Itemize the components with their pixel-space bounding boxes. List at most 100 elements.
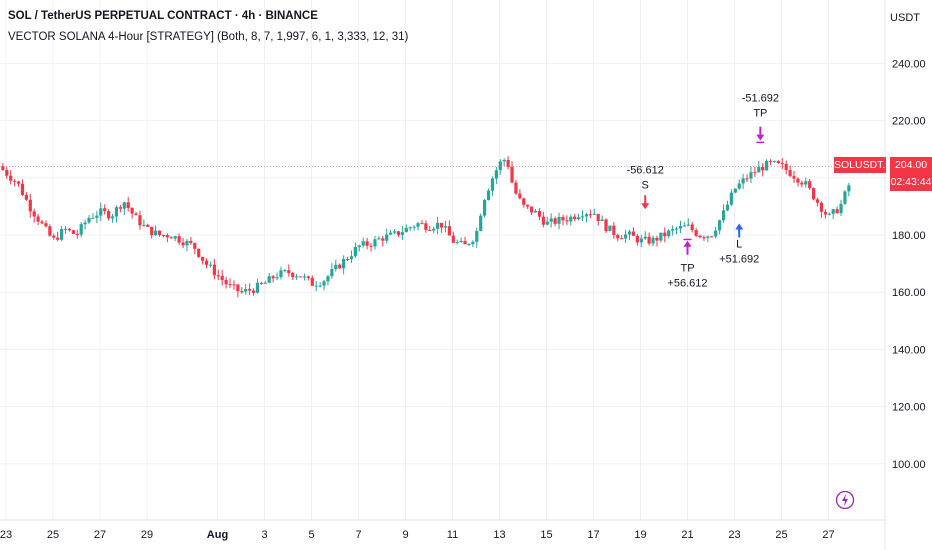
candle-body	[573, 216, 577, 220]
candle-body	[772, 161, 777, 163]
candle-body	[765, 160, 769, 171]
candle-body	[721, 210, 726, 221]
candle-body	[287, 270, 291, 274]
candle-body	[447, 226, 451, 236]
candle-body	[463, 241, 467, 245]
candle-body	[193, 243, 197, 249]
long-tp-arrow	[756, 126, 765, 141]
candle-body	[314, 285, 318, 287]
candle-body	[91, 217, 95, 219]
candle-body	[620, 238, 624, 240]
candle-body	[710, 236, 714, 238]
candle-body	[718, 220, 722, 231]
candle-body	[236, 284, 240, 292]
time-axis[interactable]: 23 25 27 29 Aug 3 5 7 9 11 13 15 17 19 21 23 25 27	[0, 529, 835, 541]
candle-body	[729, 192, 733, 205]
candle-body	[545, 221, 549, 225]
candle-body	[60, 229, 64, 240]
candle-body	[835, 209, 839, 214]
candle-body	[436, 222, 440, 229]
candle-body	[565, 220, 569, 222]
candle-body	[279, 270, 283, 278]
candle-body	[839, 203, 843, 214]
candle-body	[201, 256, 205, 261]
candle-body	[412, 226, 416, 228]
candle-body	[228, 284, 232, 286]
candle-body	[827, 213, 831, 215]
candle-body	[79, 224, 83, 235]
candle-body	[44, 223, 48, 227]
candle-body	[165, 235, 169, 238]
candle-body	[800, 182, 804, 185]
candle-body	[451, 235, 455, 243]
candle-body	[580, 216, 585, 218]
candle-body	[63, 228, 68, 230]
x-tick-label: 23	[728, 529, 740, 541]
candle-body	[369, 245, 373, 247]
candle-body	[99, 208, 103, 216]
candle-body	[181, 242, 185, 246]
candle-body	[749, 172, 753, 179]
candle-body	[690, 224, 694, 231]
long-entry-arrow	[735, 223, 744, 238]
currency-label[interactable]: USDT	[890, 12, 920, 24]
short-tp-pnl: +56.612	[667, 278, 707, 290]
candle-body	[432, 228, 436, 231]
candle-body	[40, 221, 44, 224]
candle-body	[353, 247, 357, 257]
short-entry-arrow	[641, 195, 650, 210]
short-entry-pnl: -56.612	[627, 164, 664, 176]
candle-body	[804, 181, 808, 185]
candle-body	[263, 282, 267, 284]
candle-body	[52, 235, 56, 238]
y-tick-label: 180.00	[892, 230, 926, 242]
candle-body	[267, 276, 271, 283]
price-axis[interactable]: 240.00220.00200.00180.00160.00140.00120.…	[892, 58, 926, 470]
candle-body	[780, 163, 784, 165]
y-tick-label: 100.00	[892, 459, 926, 471]
long-entry-pnl: +51.692	[719, 254, 759, 266]
candle-body	[404, 227, 408, 233]
candle-body	[338, 264, 342, 269]
x-tick-label: 23	[0, 529, 12, 541]
candle-body	[204, 260, 209, 265]
candle-body	[138, 215, 142, 226]
candle-body	[443, 226, 448, 228]
strategy-legend[interactable]: VECTOR SOLANA 4-Hour [STRATEGY] (Both, 8…	[8, 31, 409, 43]
candle-body	[185, 240, 189, 246]
x-tick-label: 29	[141, 529, 153, 541]
candle-body	[114, 207, 119, 217]
candle-body	[486, 190, 491, 200]
candle-body	[396, 231, 401, 235]
last-price-box: 204.00 02:43:44	[890, 157, 932, 191]
candle-body	[32, 211, 36, 217]
candle-body	[757, 167, 761, 173]
candle-body	[400, 232, 404, 235]
candle-body	[741, 178, 745, 184]
x-tick-label: 25	[47, 529, 59, 541]
lightning-icon[interactable]	[835, 490, 855, 510]
x-tick-label: Aug	[207, 529, 228, 541]
grid-lines	[0, 0, 885, 520]
candle-body	[349, 256, 354, 260]
candle-body	[275, 277, 279, 279]
candle-body	[5, 170, 9, 176]
candle-body	[604, 219, 608, 232]
candle-body	[831, 209, 835, 214]
x-tick-label: 17	[587, 529, 599, 541]
candle-body	[385, 234, 389, 241]
candle-body	[600, 219, 604, 221]
candle-body	[255, 282, 260, 293]
candle-body	[87, 217, 91, 223]
candle-body	[667, 230, 671, 237]
candle-body	[596, 213, 600, 221]
y-tick-label: 120.00	[892, 402, 926, 414]
candle-body	[424, 223, 428, 230]
candle-body	[592, 213, 596, 215]
candle-body	[490, 178, 495, 191]
candle-body	[553, 218, 557, 224]
candle-body	[815, 199, 820, 203]
candle-body	[24, 194, 28, 200]
candle-body	[498, 161, 502, 171]
